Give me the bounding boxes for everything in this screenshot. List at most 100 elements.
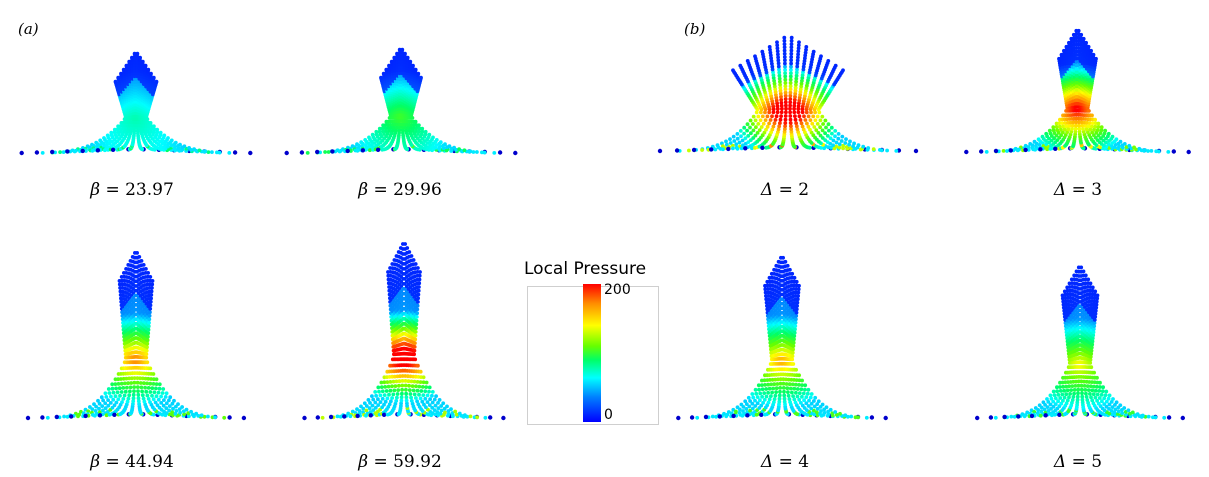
filament-bead xyxy=(790,357,795,362)
filament-bead xyxy=(1090,113,1094,118)
filament-bead xyxy=(423,396,428,401)
filament-bead xyxy=(1084,40,1088,45)
filament-bead xyxy=(136,396,141,401)
filament-bead xyxy=(830,411,835,416)
filament-bead xyxy=(141,126,146,131)
filament-bead xyxy=(772,78,776,83)
filament-bead xyxy=(415,307,420,312)
filament-bead xyxy=(770,61,774,66)
filament-bead xyxy=(806,387,811,392)
filament-bead xyxy=(789,55,794,59)
filament-bead xyxy=(415,380,420,384)
filament-bead xyxy=(408,392,413,396)
filament-bead xyxy=(783,77,788,82)
filament-bead xyxy=(305,151,310,155)
filament-bead xyxy=(1002,414,1007,420)
filament-bead xyxy=(756,383,761,388)
filament-bead xyxy=(135,376,140,380)
filament-bead xyxy=(468,149,473,154)
filament-bead xyxy=(166,144,170,149)
filament-bead xyxy=(1054,125,1059,129)
filament-bead xyxy=(782,51,787,56)
filament-bead xyxy=(1057,56,1061,61)
filament-bead xyxy=(1033,147,1037,152)
filament-bead xyxy=(815,122,820,126)
filament-bead xyxy=(330,149,335,154)
filament-bead xyxy=(127,126,131,131)
filament-bead xyxy=(1064,124,1069,129)
filament-bead xyxy=(1054,121,1059,126)
filament-bead xyxy=(774,93,778,97)
filament-bead xyxy=(152,124,156,129)
filament-bead xyxy=(724,139,728,144)
filament-bead xyxy=(778,121,782,125)
filament-bead xyxy=(800,403,805,408)
filament-bead xyxy=(1103,128,1108,133)
filament-bead xyxy=(425,393,430,398)
filament-bead xyxy=(370,394,374,398)
filament-bead xyxy=(385,380,390,384)
filament-bead xyxy=(836,132,841,136)
filament-bead xyxy=(106,398,110,402)
filament-bead xyxy=(1052,393,1057,397)
filament-bead xyxy=(164,406,169,411)
filament-bead xyxy=(1137,146,1142,151)
filament-bead xyxy=(113,79,118,84)
filament-bead xyxy=(798,90,803,94)
filament-bead xyxy=(774,95,779,100)
filament-bead xyxy=(784,110,788,115)
filament-bead xyxy=(767,386,772,391)
filament-bead xyxy=(111,397,116,402)
filament-bead xyxy=(810,121,815,126)
filament-bead xyxy=(374,393,378,398)
filament-bead xyxy=(825,134,830,138)
filament-bead xyxy=(755,395,760,399)
filament-bead xyxy=(1088,121,1092,125)
filament-bead xyxy=(411,63,415,68)
filament-bead xyxy=(1079,32,1084,37)
filament-bead xyxy=(782,35,787,40)
filament-bead xyxy=(814,128,819,132)
filament-bead xyxy=(984,150,989,154)
filament-bead xyxy=(416,296,420,301)
filament-bead xyxy=(1114,137,1119,142)
filament-bead xyxy=(782,48,787,53)
filament-bead xyxy=(125,385,129,390)
filament-bead xyxy=(376,403,381,407)
filament-bead xyxy=(1088,127,1093,132)
filament-bead xyxy=(148,381,153,386)
filament-bead xyxy=(1054,133,1059,138)
filament-bead xyxy=(126,381,130,386)
filament-bead xyxy=(1051,389,1056,394)
filament-bead xyxy=(792,386,797,391)
filament-bead xyxy=(1012,414,1017,419)
filament-bead xyxy=(731,143,735,148)
filament-bead xyxy=(820,136,825,140)
filament-bead xyxy=(797,283,801,288)
filament-bead xyxy=(796,290,801,295)
filament-bead xyxy=(674,148,680,153)
filament-bead xyxy=(380,405,384,410)
filament-bead xyxy=(1065,398,1070,403)
filament-bead xyxy=(791,347,795,352)
filament-bead xyxy=(131,396,136,401)
filament-bead xyxy=(443,410,447,415)
filament-bead xyxy=(194,411,199,416)
filament-bead xyxy=(778,85,783,90)
filament-bead xyxy=(913,148,919,154)
filament-bead xyxy=(131,399,136,404)
filament-bead xyxy=(420,399,425,404)
filament-bead xyxy=(759,110,763,115)
filament-bead xyxy=(120,400,124,404)
filament-bead xyxy=(114,400,119,405)
filament-bead xyxy=(1055,389,1060,394)
filament-bead xyxy=(795,61,800,66)
filament-bead xyxy=(784,382,789,386)
filament-bead xyxy=(794,310,799,315)
filament-bead xyxy=(182,412,187,417)
filament-bead xyxy=(1066,127,1071,132)
filament-bead xyxy=(803,383,808,388)
filament-bead xyxy=(1092,127,1096,132)
filament-bead xyxy=(750,406,755,411)
filament-bead xyxy=(774,386,779,391)
